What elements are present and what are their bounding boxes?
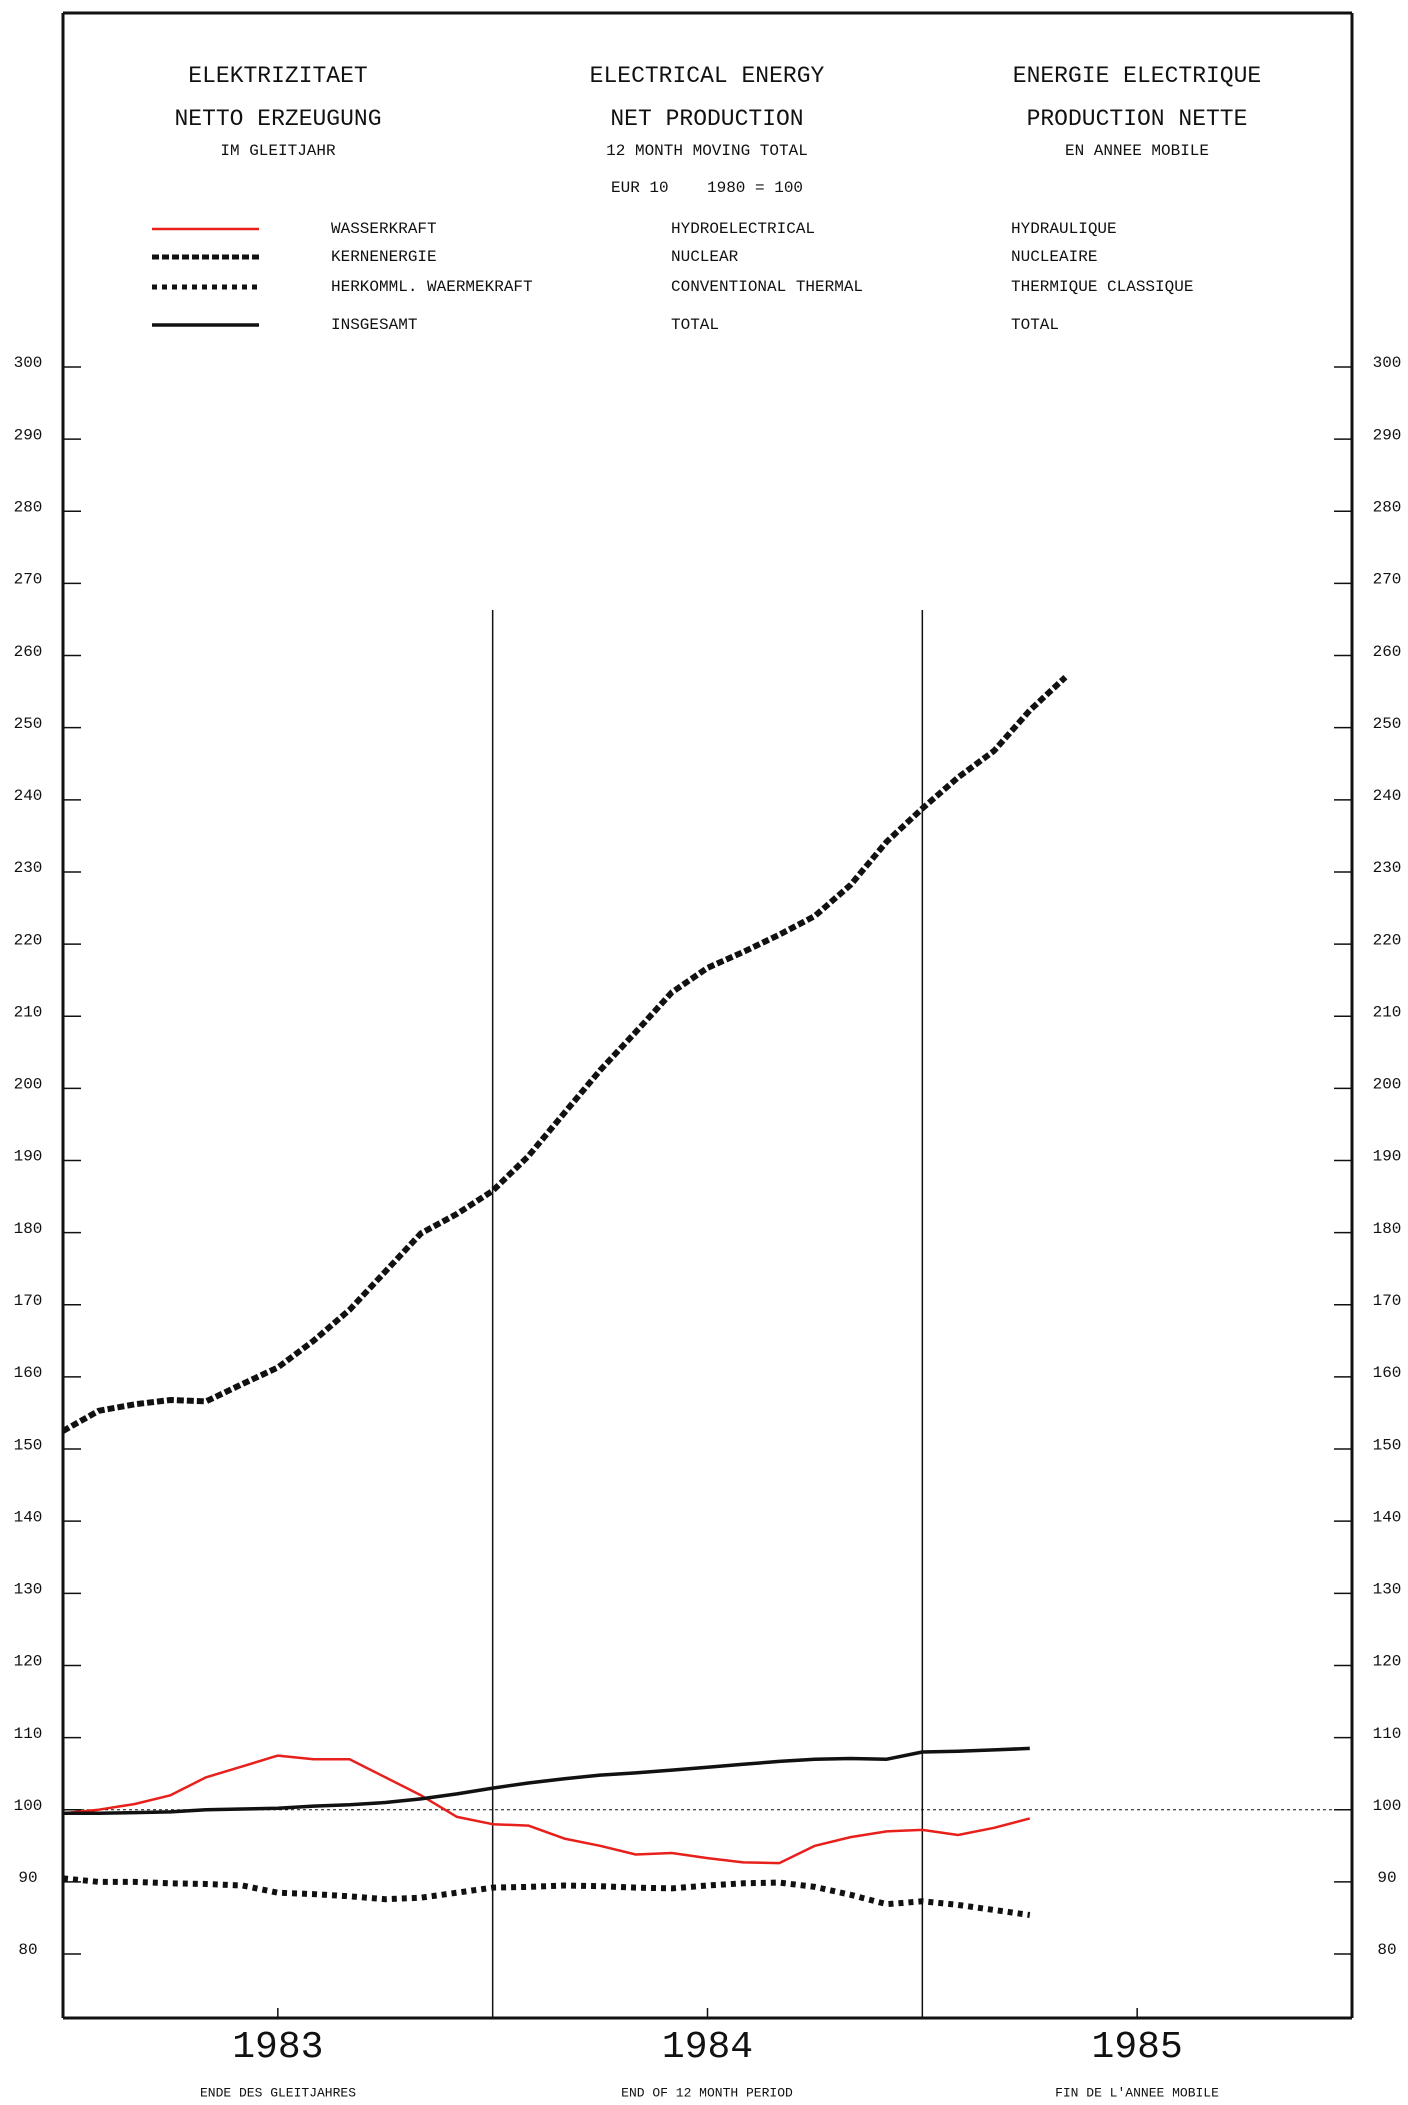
title: ELECTRICAL ENERGY	[590, 63, 825, 89]
x-axis-label: END OF 12 MONTH PERIOD	[621, 2085, 793, 2100]
y-tick-label-right: 160	[1373, 1364, 1402, 1382]
note: EUR 10 1980 = 100	[611, 179, 803, 197]
y-tick-label-right: 150	[1373, 1436, 1402, 1454]
y-tick-label-right: 90	[1377, 1869, 1396, 1887]
series-line	[63, 1746, 1030, 1816]
y-tick-label: 290	[14, 426, 43, 444]
y-tick-label: 280	[14, 498, 43, 516]
x-tick-label: 1985	[1092, 2026, 1183, 2069]
y-tick-label-right: 180	[1373, 1220, 1402, 1238]
y-tick-label: 130	[14, 1581, 43, 1599]
y-tick-label: 160	[14, 1364, 43, 1382]
x-axis-label: FIN DE L'ANNEE MOBILE	[1055, 2085, 1219, 2100]
y-tick-label: 80	[18, 1941, 37, 1959]
y-tick-label: 90	[18, 1869, 37, 1887]
x-tick-label: 1984	[662, 2026, 753, 2069]
title: ELEKTRIZITAET	[188, 63, 367, 89]
y-tick-label-right: 110	[1373, 1725, 1402, 1743]
y-tick-label: 200	[14, 1076, 43, 1094]
y-tick-label-right: 80	[1377, 1941, 1396, 1959]
legend-label: HYDROELECTRICAL	[671, 220, 815, 238]
y-tick-label-right: 200	[1373, 1076, 1402, 1094]
y-tick-label: 170	[14, 1292, 43, 1310]
y-tick-label-right: 270	[1373, 571, 1402, 589]
subtitle2: IM GLEITJAHR	[220, 142, 336, 160]
legend-label: HERKOMML. WAERMEKRAFT	[331, 278, 533, 296]
x-tick-label: 1983	[232, 2026, 323, 2069]
y-tick-label: 260	[14, 643, 43, 661]
series-line	[62, 1875, 1031, 1918]
y-tick-label-right: 220	[1373, 931, 1402, 949]
y-tick-label-right: 240	[1373, 787, 1402, 805]
title: ENERGIE ELECTRIQUE	[1013, 63, 1261, 89]
subtitle: NET PRODUCTION	[610, 106, 803, 132]
y-tick-label: 250	[14, 715, 43, 733]
legend-label: TOTAL	[1011, 316, 1059, 334]
legend-label: WASSERKRAFT	[331, 220, 437, 238]
series-line	[61, 675, 1068, 1434]
y-tick-label: 190	[14, 1148, 43, 1166]
y-tick-label-right: 230	[1373, 859, 1402, 877]
y-tick-label-right: 210	[1373, 1003, 1402, 1021]
subtitle2: EN ANNEE MOBILE	[1065, 142, 1209, 160]
y-tick-label-right: 100	[1373, 1797, 1402, 1815]
y-tick-label: 300	[14, 354, 43, 372]
legend-label: NUCLEAR	[671, 248, 739, 266]
series-line	[62, 1754, 1031, 1865]
y-tick-label-right: 170	[1373, 1292, 1402, 1310]
x-axis-label: ENDE DES GLEITJAHRES	[200, 2085, 356, 2100]
legend-label: KERNENERGIE	[331, 248, 437, 266]
legend-label: TOTAL	[671, 316, 719, 334]
legend-label: NUCLEAIRE	[1011, 248, 1097, 266]
legend-label: THERMIQUE CLASSIQUE	[1011, 278, 1193, 296]
y-tick-label-right: 190	[1373, 1148, 1402, 1166]
y-tick-label: 210	[14, 1003, 43, 1021]
y-tick-label: 230	[14, 859, 43, 877]
y-tick-label-right: 280	[1373, 498, 1402, 516]
y-tick-label-right: 140	[1373, 1508, 1402, 1526]
y-tick-label: 120	[14, 1653, 43, 1671]
y-tick-label-right: 120	[1373, 1653, 1402, 1671]
subtitle2: 12 MONTH MOVING TOTAL	[606, 142, 808, 160]
legend-label: HYDRAULIQUE	[1011, 220, 1117, 238]
y-tick-label: 270	[14, 571, 43, 589]
y-tick-label-right: 130	[1373, 1581, 1402, 1599]
legend-label: CONVENTIONAL THERMAL	[671, 278, 863, 296]
y-tick-label: 150	[14, 1436, 43, 1454]
subtitle: NETTO ERZEUGUNG	[174, 106, 381, 132]
y-tick-label-right: 300	[1373, 354, 1402, 372]
y-tick-label: 110	[14, 1725, 43, 1743]
y-tick-label: 100	[14, 1797, 43, 1815]
y-tick-label: 180	[14, 1220, 43, 1238]
legend-label: INSGESAMT	[331, 316, 417, 334]
y-tick-label-right: 290	[1373, 426, 1402, 444]
y-tick-label-right: 260	[1373, 643, 1402, 661]
y-tick-label: 240	[14, 787, 43, 805]
y-tick-label-right: 250	[1373, 715, 1402, 733]
subtitle: PRODUCTION NETTE	[1027, 106, 1248, 132]
y-tick-label: 140	[14, 1508, 43, 1526]
y-tick-label: 220	[14, 931, 43, 949]
